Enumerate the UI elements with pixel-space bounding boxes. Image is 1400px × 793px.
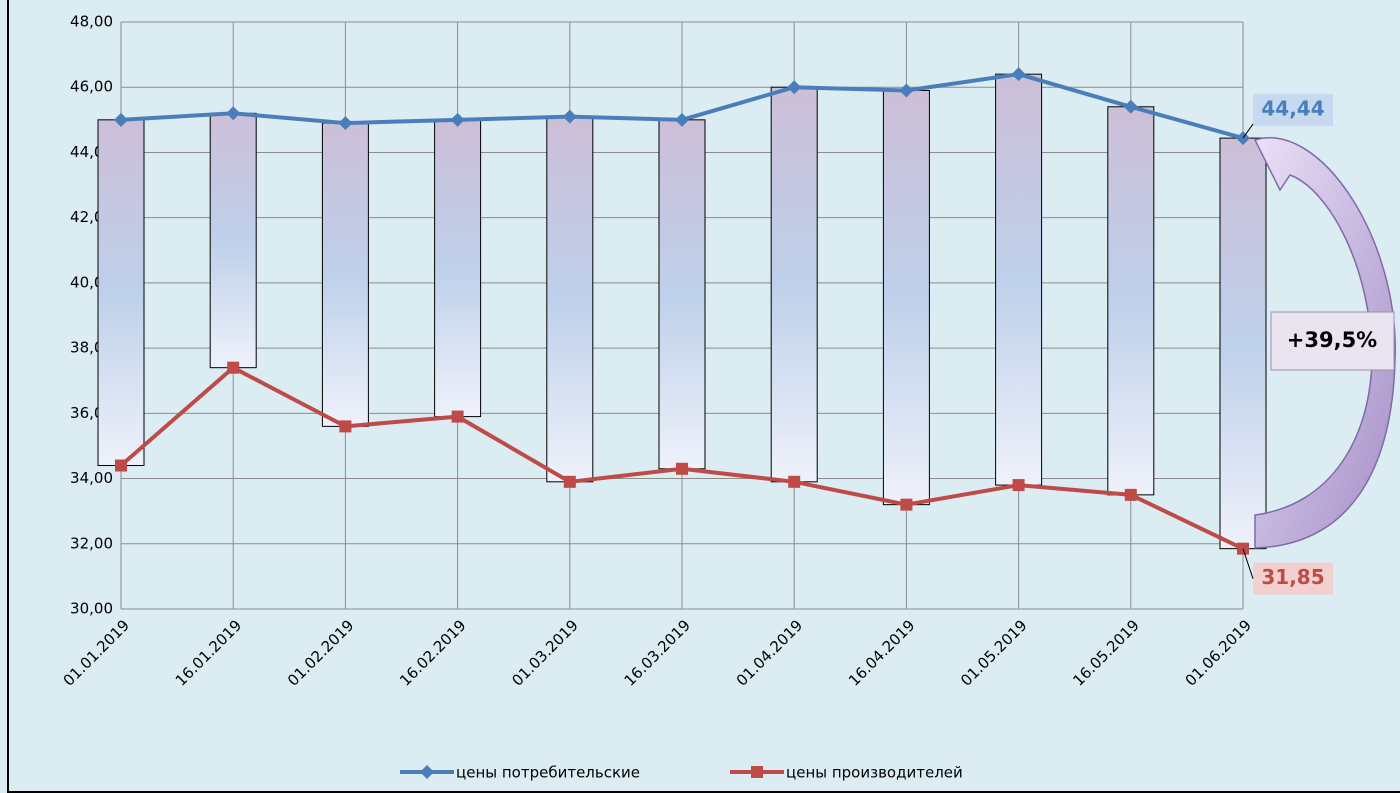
legend-label: цены потребительские [456, 764, 640, 782]
high-low-bar [996, 74, 1042, 485]
high-low-bar [883, 90, 929, 504]
high-low-bar [435, 120, 481, 417]
marker [676, 463, 688, 475]
marker [900, 499, 912, 511]
y-tick-label: 34,00 [70, 469, 113, 487]
high-low-bar [1108, 107, 1154, 495]
legend-label: цены производителей [786, 764, 963, 782]
y-tick-label: 30,00 [70, 600, 113, 618]
marker [115, 460, 127, 472]
high-low-bar [98, 120, 144, 466]
marker [339, 420, 351, 432]
page: 30,0032,0034,0036,0038,0040,0042,0044,00… [0, 0, 1400, 793]
marker [452, 411, 464, 423]
high-low-bar [1220, 138, 1266, 549]
high-low-bar [659, 120, 705, 469]
marker [564, 476, 576, 488]
annotation: +39,5% [1287, 328, 1377, 352]
y-tick-label: 32,00 [70, 534, 113, 552]
high-low-bar [322, 123, 368, 426]
marker [227, 362, 239, 374]
high-low-bar [771, 87, 817, 482]
marker [1125, 489, 1137, 501]
chart: 30,0032,0034,0036,0038,0040,0042,0044,00… [0, 0, 1400, 793]
value-label: 44,44 [1261, 97, 1324, 121]
y-tick-label: 46,00 [70, 78, 113, 96]
legend-marker [751, 766, 763, 778]
marker [1013, 479, 1025, 491]
value-label: 31,85 [1261, 565, 1324, 589]
marker [788, 476, 800, 488]
high-low-bar [547, 117, 593, 482]
y-tick-label: 48,00 [70, 13, 113, 31]
high-low-bar [210, 113, 256, 367]
